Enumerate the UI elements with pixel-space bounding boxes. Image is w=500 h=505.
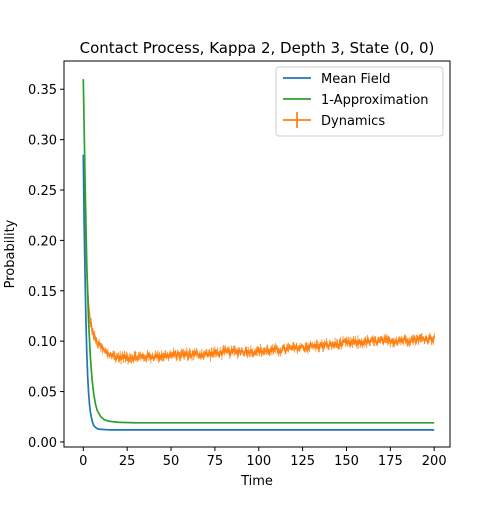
x-axis: 0 25 50 75 100 125 150 175 200 [79, 447, 447, 469]
y-tick-label: 0.30 [28, 134, 57, 149]
x-tick-label: 25 [119, 454, 136, 469]
y-tick-label: 0.15 [28, 285, 57, 300]
x-tick-label: 175 [378, 454, 403, 469]
legend-entry-dynamics: Dynamics [321, 114, 385, 129]
x-tick-label: 200 [422, 454, 447, 469]
y-tick-label: 0.05 [28, 386, 57, 401]
x-tick-label: 50 [163, 454, 180, 469]
y-tick-label: 0.20 [28, 234, 57, 249]
y-tick-label: 0.10 [28, 335, 57, 350]
x-tick-label: 0 [79, 454, 87, 469]
y-axis: 0.00 0.05 0.10 0.15 0.20 0.25 0.30 0.35 [28, 83, 64, 451]
x-tick-label: 100 [246, 454, 271, 469]
y-tick-label: 0.25 [28, 184, 57, 199]
chart-title: Contact Process, Kappa 2, Depth 3, State… [80, 39, 435, 57]
1-approximation-line [82, 79, 435, 424]
y-axis-label: Probability [3, 219, 18, 288]
dynamics-line [82, 159, 435, 364]
plot-area [82, 79, 435, 431]
y-tick-label: 0.00 [28, 436, 57, 451]
x-tick-label: 125 [290, 454, 315, 469]
x-tick-label: 75 [207, 454, 224, 469]
legend-box [275, 66, 444, 137]
mean-field-line [82, 154, 435, 431]
legend: Mean Field 1-Approximation Dynamics [275, 66, 444, 137]
x-axis-label: Time [240, 474, 273, 489]
x-tick-label: 150 [334, 454, 359, 469]
legend-entry-mean-field: Mean Field [321, 72, 391, 87]
legend-entry-1-approximation: 1-Approximation [321, 93, 429, 108]
series-mean-field [82, 154, 435, 431]
plot-frame [63, 60, 451, 448]
y-tick-label: 0.35 [28, 83, 57, 98]
series-1-approximation [82, 79, 435, 424]
series-dynamics [82, 156, 435, 365]
